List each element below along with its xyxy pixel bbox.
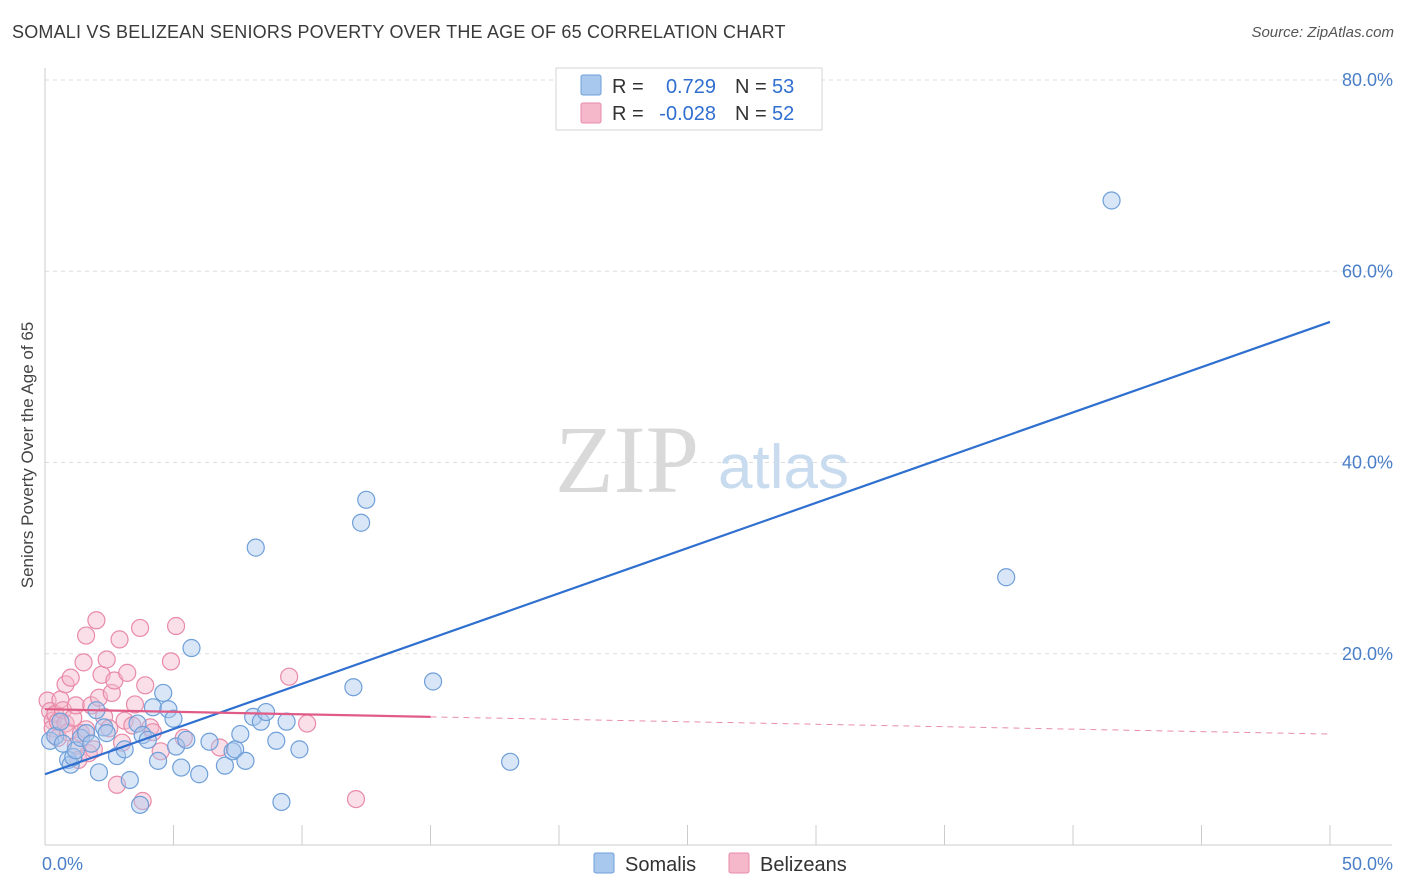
belizean-point [130,618,150,638]
stats-somali-n-label: N = [735,76,767,98]
belizean-point [110,630,129,649]
somali-point [51,712,70,731]
y-tick-label: 40.0% [1342,453,1393,473]
belizean-point [166,616,186,636]
belizean-point [161,652,181,671]
belizean-point [97,650,116,669]
somali-point [77,724,96,743]
stats-belizean-r-label: R = [612,103,644,125]
watermark-zip: ZIP [555,406,699,513]
tick-labels: 20.0% 40.0% 60.0% 80.0% 0.0% 50.0% [42,70,1393,874]
somali-point [256,702,276,722]
belizean-point [74,653,93,672]
stats-legend: R = 0.729 N = 53 R = -0.028 N = 52 [555,67,823,131]
x-tick-label: 0.0% [42,854,83,874]
somali-point [997,568,1016,587]
source-label: Source: ZipAtlas.com [1251,24,1394,41]
somali-point [277,712,296,731]
somali-point [182,638,201,658]
belizean-point [136,676,155,695]
belizean-point [346,789,366,809]
stats-belizean-r-value: -0.028 [659,103,716,125]
somali-point [423,672,443,691]
somali-point [223,742,242,761]
somali-point [128,714,147,733]
somali-point [177,730,196,749]
belizean-point [77,720,96,739]
somali-point [130,795,150,814]
belizean-point [100,719,119,738]
belizean-point [66,696,85,715]
y-tick-label: 20.0% [1342,644,1393,664]
somali-point [190,765,209,784]
axes-layer [44,68,1392,846]
watermark-atlas: atlas [718,433,849,502]
somali-point [215,756,234,775]
belizean-point [87,611,106,630]
legend-somalis-label: Somalis [625,854,696,876]
stats-somali-swatch [580,74,602,96]
belizean-point [118,663,137,682]
somali-point [344,678,363,697]
somali-point [352,513,371,532]
belizean-point [125,695,145,714]
somali-point [154,683,173,703]
y-tick-label: 80.0% [1342,70,1393,90]
watermark: ZIP atlas [555,406,849,513]
somali-point [148,751,168,770]
somali-point [231,724,250,744]
somali-point [159,700,178,719]
chart-title: SOMALI VS BELIZEAN SENIORS POVERTY OVER … [12,22,786,42]
somali-point [172,758,191,777]
somali-point [166,737,186,756]
legend-belizeans-swatch [728,852,750,874]
stats-somali-n-value: 53 [772,76,794,98]
somali-point [501,752,520,771]
somali-point [82,734,101,753]
legend-belizeans-label: Belizeans [760,854,847,876]
grid-layer [45,79,1392,655]
stats-somali-r-label: R = [612,76,644,98]
trend-lines [44,320,1331,776]
somali-point [97,724,116,743]
stats-belizean-swatch [580,102,602,124]
y-axis-title: Seniors Poverty Over the Age of 65 [18,322,37,588]
somali-point [164,709,183,728]
stats-belizean-n-label: N = [735,103,767,125]
somali-point [357,490,376,509]
series-legend: Somalis Belizeans [593,852,847,876]
belizean-trend-extension [430,716,1331,735]
stats-belizean-n-value: 52 [772,103,794,125]
somali-point [236,751,255,770]
somali-point [290,740,309,759]
somali-point [200,732,219,751]
belizean-point [61,668,80,687]
somali-point [89,763,109,782]
somali-point [120,770,139,790]
belizean-point [280,667,299,686]
stats-somali-r-value: 0.729 [666,76,716,98]
somali-point [267,731,286,750]
belizean-point [298,714,317,733]
belizean-trend-line [44,708,431,718]
belizean-point [77,626,96,645]
somali-points [41,191,1121,814]
somali-point [272,792,291,812]
somali-point [246,538,265,557]
x-tick-label: 50.0% [1342,854,1393,874]
legend-somalis-swatch [593,852,615,874]
y-tick-label: 60.0% [1342,261,1393,281]
somali-trend-line [44,320,1331,776]
somali-point [1102,191,1121,210]
somali-point [143,698,163,717]
somali-point [46,726,65,746]
